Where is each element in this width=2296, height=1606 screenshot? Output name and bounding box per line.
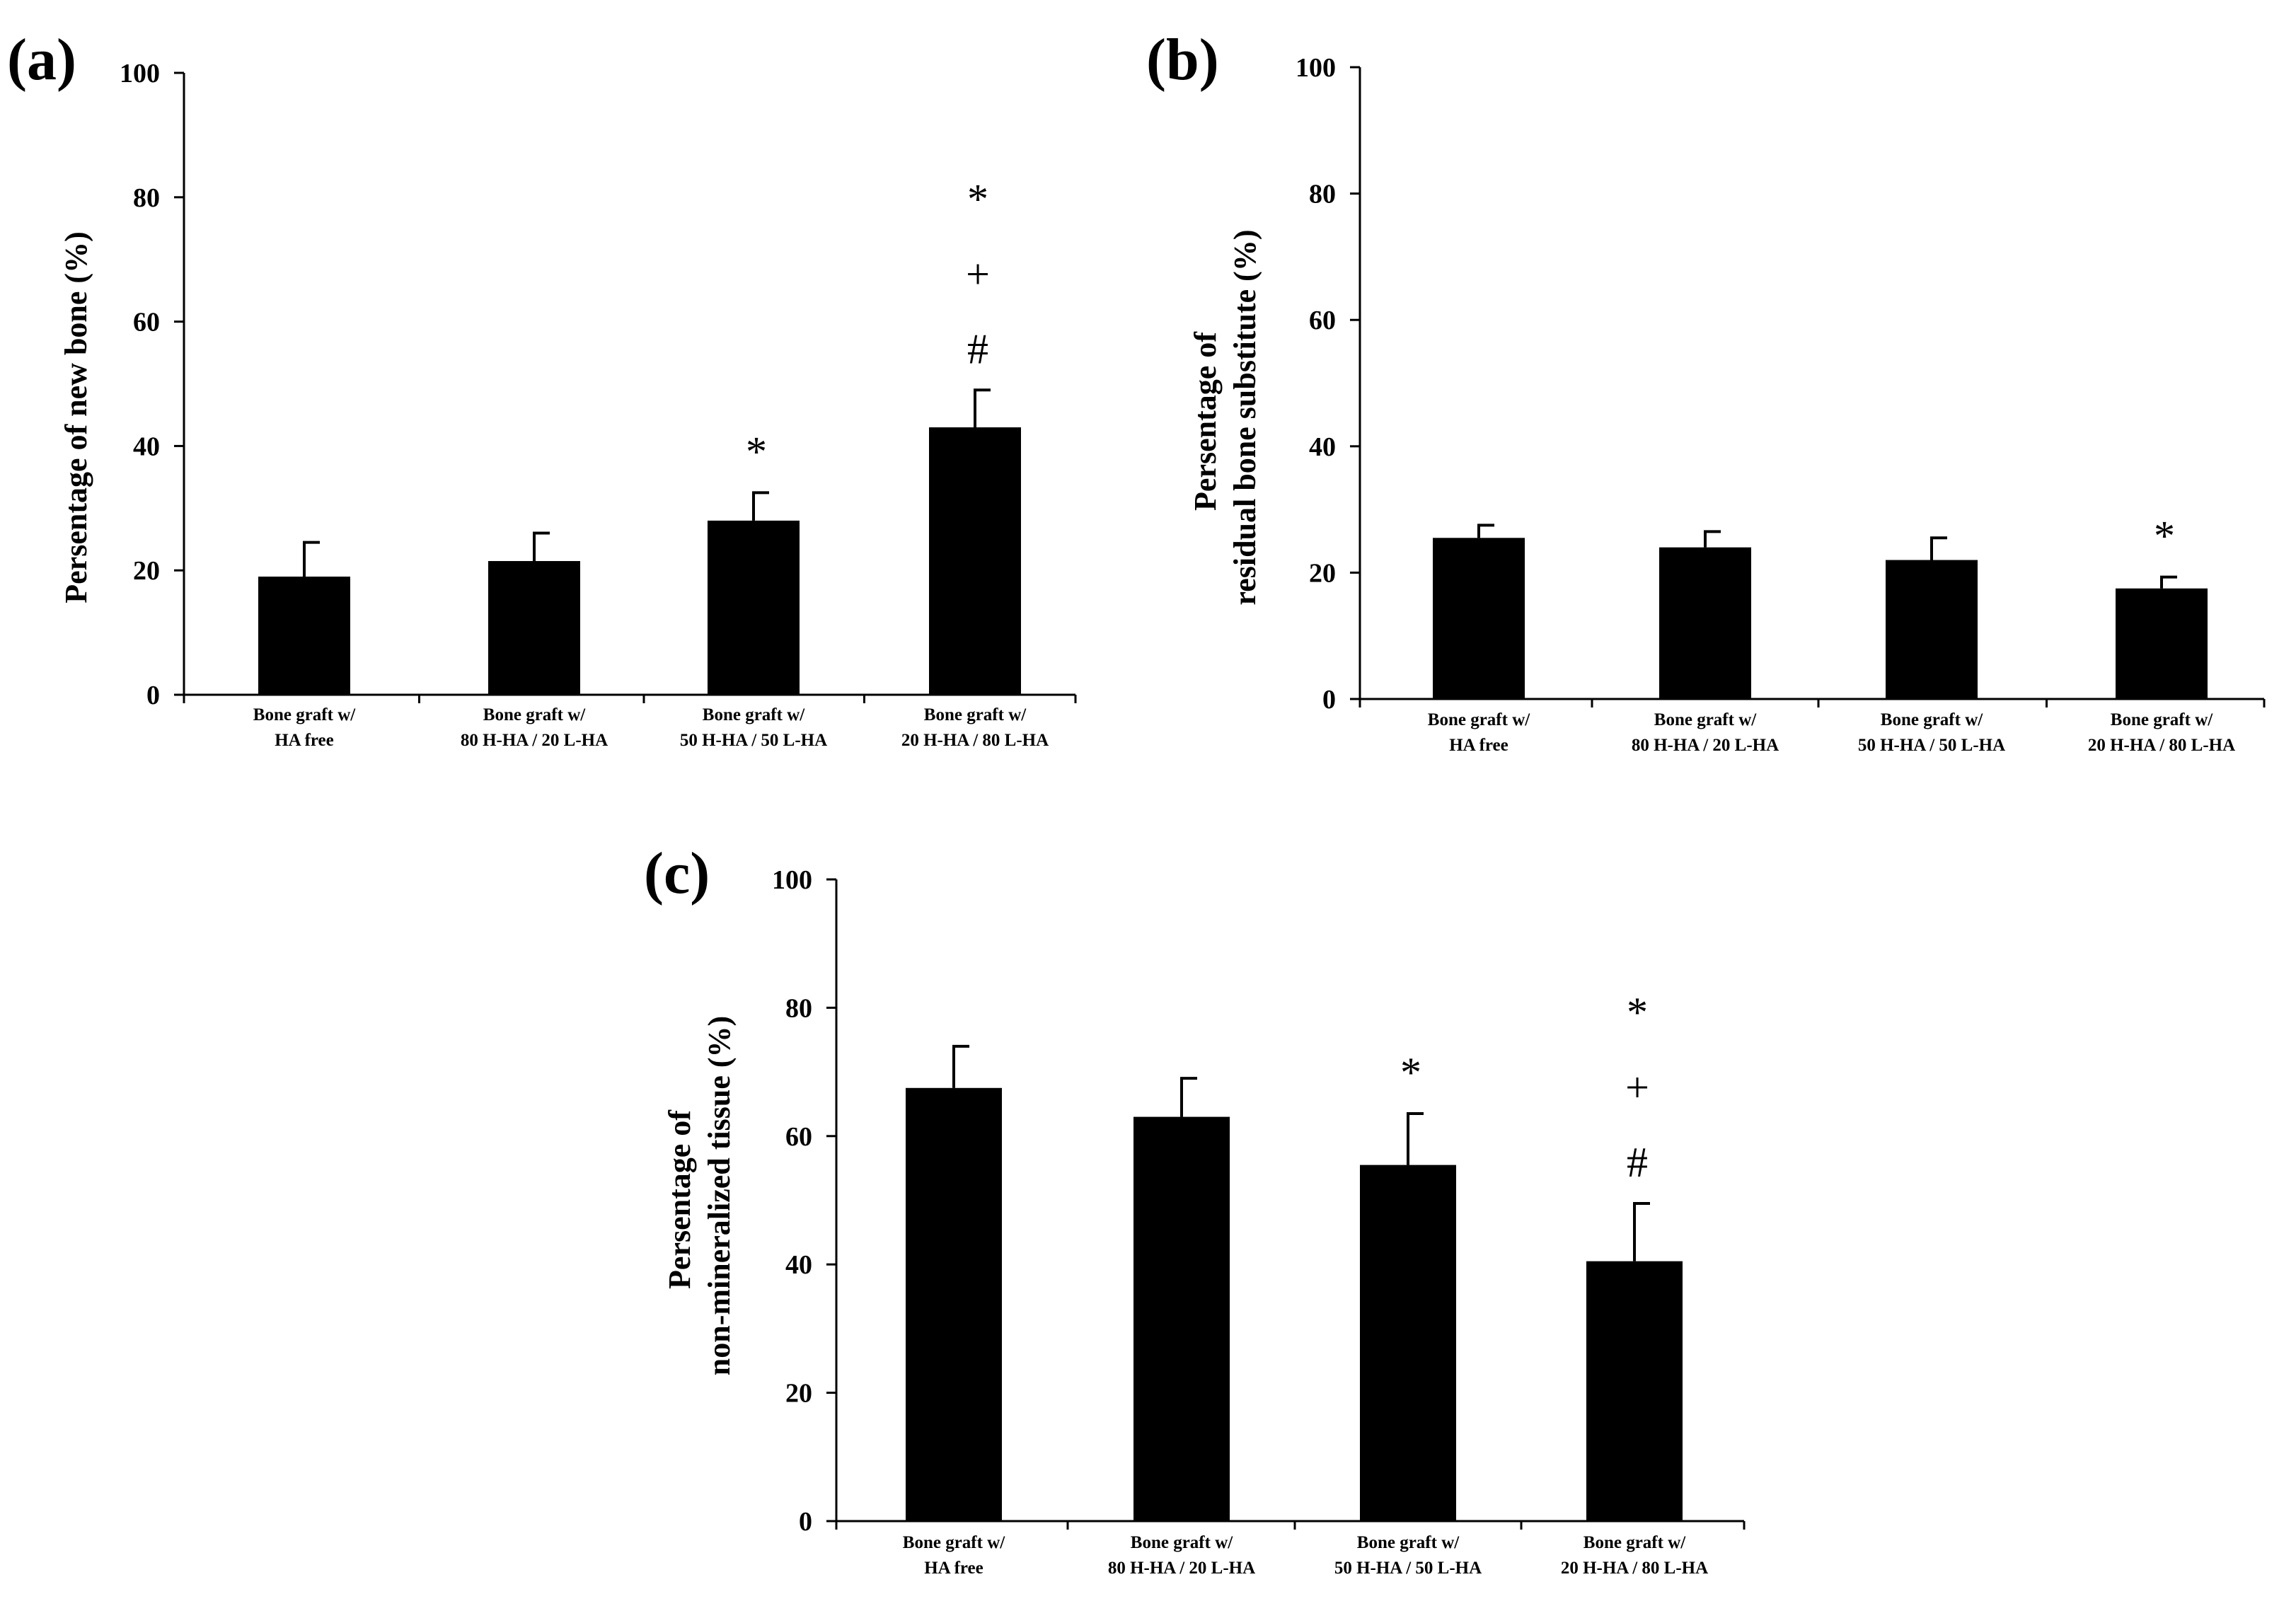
panel-b-category-label-line1: Bone graft w/ bbox=[2111, 710, 2213, 729]
panel-b-y-tick-label: 40 bbox=[1309, 432, 1336, 462]
panel-c-y-tick-label: 20 bbox=[785, 1379, 812, 1409]
panel-b-y-axis-title: Persentage of residual bone substitute (… bbox=[1188, 230, 1262, 606]
panel-a-significance-mark: # bbox=[967, 325, 988, 372]
panel-c-significance-mark: + bbox=[1625, 1064, 1649, 1111]
panel-b-category-label-line2: 20 H-HA / 80 L-HA bbox=[2088, 736, 2235, 755]
panel-a-y-tick-label: 20 bbox=[133, 556, 160, 586]
panel-a-category-label-line1: Bone graft w/ bbox=[253, 705, 356, 724]
panel-c-category-label-line2: 50 H-HA / 50 L-HA bbox=[1334, 1559, 1482, 1578]
panel-c-significance-mark: # bbox=[1627, 1139, 1648, 1186]
panel-c-y-tick-label: 40 bbox=[785, 1250, 812, 1280]
panel-b-y-tick-label: 100 bbox=[1296, 53, 1336, 83]
panel-c-category-label-line1: Bone graft w/ bbox=[1583, 1533, 1686, 1552]
panel-b-category-label-line1: Bone graft w/ bbox=[1654, 710, 1757, 729]
panel-c-bar-2 bbox=[1133, 1116, 1230, 1521]
panel-c-y-axis-title: Persentage of non-mineralized tissue (%) bbox=[662, 1016, 737, 1375]
panel-b-category-label-line2: 80 H-HA / 20 L-HA bbox=[1632, 736, 1779, 755]
panel-a-bar-1 bbox=[258, 576, 350, 695]
panel-b-y-tick-label: 20 bbox=[1309, 558, 1336, 588]
panel-b-y-tick-label: 80 bbox=[1309, 180, 1336, 209]
panel-b-significance-mark: * bbox=[2154, 513, 2175, 560]
panel-a-category-label-line2: 50 H-HA / 50 L-HA bbox=[680, 731, 827, 750]
panel-c-bar-3 bbox=[1360, 1165, 1456, 1521]
panel-b-y-tick-label: 60 bbox=[1309, 306, 1336, 335]
panel-c-y-axis-title-line1: Persentage of bbox=[662, 1109, 697, 1289]
panel-b-category-label-line2: 50 H-HA / 50 L-HA bbox=[1858, 736, 2005, 755]
panel-b-y-axis-title-line2: residual bone substitute (%) bbox=[1228, 230, 1262, 606]
panel-b-category-label-line1: Bone graft w/ bbox=[1428, 710, 1530, 729]
panel-b-bar-1 bbox=[1433, 538, 1525, 699]
panel-a-category-label-line2: 80 H-HA / 20 L-HA bbox=[461, 731, 608, 750]
panel-a-y-tick-label: 40 bbox=[133, 432, 160, 461]
panel-c-category-label-line2: 20 H-HA / 80 L-HA bbox=[1561, 1559, 1708, 1578]
panel-b-category-label-line2: HA free bbox=[1449, 736, 1508, 755]
panel-c-category-label-line2: 80 H-HA / 20 L-HA bbox=[1108, 1559, 1255, 1578]
panel-a-bar-4 bbox=[929, 427, 1021, 695]
panel-a-significance-mark: * bbox=[967, 175, 988, 222]
panel-a-category-label-line1: Bone graft w/ bbox=[703, 705, 805, 724]
panel-b-y-axis-title-line1: Persentage of bbox=[1188, 331, 1223, 511]
panel-c-y-tick-label: 60 bbox=[785, 1122, 812, 1152]
panel-a-category-label-line1: Bone graft w/ bbox=[483, 705, 586, 724]
panel-c-significance-mark: * bbox=[1627, 989, 1648, 1036]
panel-b-bar-4 bbox=[2116, 588, 2208, 699]
panel-c-y-tick-label: 80 bbox=[785, 993, 812, 1023]
panel-b-y-tick-label: 0 bbox=[1322, 685, 1336, 715]
panel-b-label: (b) bbox=[1146, 27, 1219, 93]
panel-b-chart: (b) Persentage of residual bone substitu… bbox=[1146, 27, 2266, 755]
panel-b-category-label-line1: Bone graft w/ bbox=[1881, 710, 1983, 729]
panel-a-category-label-line2: HA free bbox=[275, 731, 334, 750]
panel-c-chart: (c) Persentage of non-mineralized tissue… bbox=[644, 840, 1746, 1578]
panel-c-bar-1 bbox=[906, 1087, 1002, 1521]
panel-a-y-tick-label: 60 bbox=[133, 308, 160, 337]
panel-c-y-tick-label: 0 bbox=[799, 1507, 812, 1537]
panel-a-y-tick-label: 0 bbox=[146, 681, 160, 710]
panel-a-y-axis-title: Persentage of new bone (%) bbox=[59, 231, 93, 603]
panel-a-category-label-line1: Bone graft w/ bbox=[924, 705, 1027, 724]
panel-c-bar-4 bbox=[1586, 1261, 1683, 1521]
panel-c-category-label-line2: HA free bbox=[924, 1559, 983, 1578]
panel-c-y-tick-label: 100 bbox=[772, 865, 812, 895]
panel-a-y-tick-label: 100 bbox=[120, 59, 160, 88]
panel-b-bar-3 bbox=[1886, 560, 1978, 699]
panel-a-significance-mark: * bbox=[746, 428, 767, 475]
panel-b-bar-2 bbox=[1659, 547, 1751, 699]
panel-a-label: (a) bbox=[7, 27, 76, 93]
panel-c-category-label-line1: Bone graft w/ bbox=[1131, 1533, 1233, 1552]
panel-a-bar-2 bbox=[488, 561, 580, 695]
panel-c-category-label-line1: Bone graft w/ bbox=[1357, 1533, 1460, 1552]
panel-c-y-axis-title-line2: non-mineralized tissue (%) bbox=[702, 1016, 737, 1375]
panel-c-significance-mark: * bbox=[1400, 1049, 1421, 1096]
panel-a-bar-3 bbox=[708, 520, 800, 695]
panel-a-y-tick-label: 80 bbox=[133, 183, 160, 213]
panel-c-label: (c) bbox=[644, 840, 710, 906]
panel-c-category-label-line1: Bone graft w/ bbox=[903, 1533, 1005, 1552]
panel-a-significance-mark: + bbox=[966, 250, 990, 297]
panel-a-category-label-line2: 20 H-HA / 80 L-HA bbox=[901, 731, 1049, 750]
panel-a-chart: (a) Persentage of new bone (%) 0 20 40 60 80… bbox=[7, 27, 1077, 750]
